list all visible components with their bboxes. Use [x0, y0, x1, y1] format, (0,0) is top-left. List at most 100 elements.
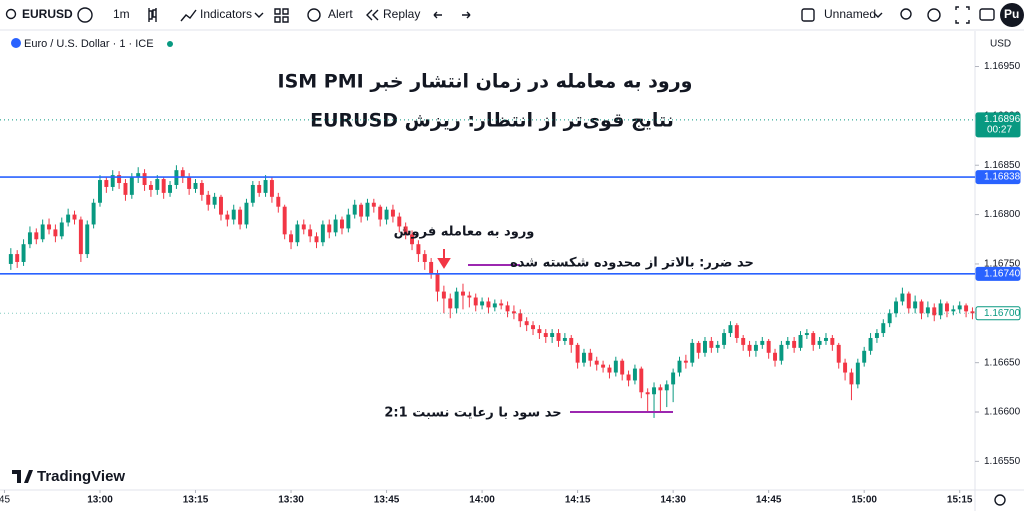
checkbox[interactable] [801, 8, 815, 22]
candle-body [671, 372, 676, 385]
currency: USD [990, 39, 1011, 50]
candle-body [123, 183, 128, 195]
x-tick-label: 13:30 [278, 495, 304, 506]
quick-search[interactable] [900, 8, 912, 20]
candle-body [231, 209, 236, 220]
chart-type[interactable] [148, 8, 157, 22]
alert-icon[interactable] [307, 8, 321, 22]
price-label: 1.16740 [984, 268, 1021, 279]
candle-body [804, 333, 809, 336]
candle-body [792, 340, 797, 348]
x-tick-label: 14:00 [469, 495, 495, 506]
candle-body [562, 337, 567, 341]
candle-body [683, 360, 688, 363]
candle-body [690, 342, 695, 363]
candle-body [21, 244, 26, 262]
candle-body [582, 352, 586, 363]
candle-body [59, 222, 64, 237]
candle-body [27, 232, 32, 245]
redo[interactable] [462, 11, 471, 19]
candle-body [390, 209, 395, 217]
y-tick-label: 1.16650 [984, 357, 1021, 368]
indicators[interactable]: Indicators [200, 7, 252, 21]
entry-arrow [437, 249, 451, 269]
candle-body [925, 307, 930, 314]
symbol[interactable]: EURUSD [22, 7, 73, 21]
candle-body [352, 204, 357, 215]
candle-body [98, 180, 102, 203]
candle-body [970, 311, 975, 314]
price-label: 1.16838 [984, 172, 1021, 183]
candle-body [779, 344, 784, 361]
candle-body [308, 229, 313, 237]
candle-body [34, 232, 39, 240]
candle-body [244, 202, 249, 225]
candle-body [505, 305, 510, 312]
subtitle: نتایج قوی‌تر از انتظار: ریزش EURUSD [310, 110, 674, 132]
x-tick-label: 45 [0, 495, 10, 506]
search-icon[interactable] [5, 8, 17, 20]
candle-body [117, 175, 122, 184]
candle-body [161, 179, 166, 193]
candle-body [8, 254, 13, 264]
candle-body [817, 340, 822, 345]
candle-body [703, 340, 707, 353]
candle-body [664, 384, 669, 391]
candle-body [957, 305, 962, 310]
layouts[interactable] [274, 8, 289, 23]
candle-body [677, 360, 682, 373]
candle-body [448, 298, 453, 309]
candle-body [168, 184, 173, 193]
candle-body [15, 254, 20, 262]
candle-body [773, 352, 778, 361]
user-avatar[interactable] [1000, 3, 1024, 27]
candle-body [747, 344, 752, 351]
alert[interactable]: Alert [328, 7, 353, 21]
take-profit-note: حد سود با رعایت نسبت 2:1 [384, 406, 561, 421]
candle-body [371, 202, 376, 207]
candle-body [658, 387, 663, 391]
indicators-icon[interactable] [180, 9, 197, 22]
candle-body [333, 219, 338, 233]
x-tick-label: 15:15 [947, 495, 973, 506]
candle-body [365, 202, 370, 217]
layout-name[interactable]: Unnamed [824, 7, 876, 21]
interval[interactable]: 1m [113, 7, 130, 21]
x-tick-label: 15:00 [851, 495, 877, 506]
symbol-flag [11, 38, 21, 48]
candle-body [276, 196, 281, 207]
candle-body [626, 374, 631, 381]
candle-body [639, 368, 644, 393]
candle-body [136, 173, 141, 178]
price-label-box [975, 266, 1021, 281]
replay[interactable]: Replay [383, 7, 420, 21]
candle-body [47, 224, 52, 230]
user[interactable]: Pu [1004, 7, 1019, 21]
legend: Euro / U.S. Dollar · 1 · ICE [24, 38, 154, 50]
snapshot[interactable] [979, 8, 995, 21]
candle-body [728, 325, 733, 334]
candle-body [142, 173, 147, 185]
replay-icon[interactable] [366, 9, 379, 21]
axis-settings[interactable] [994, 494, 1006, 506]
candle-body [613, 360, 618, 373]
candle-body [384, 209, 389, 220]
candle-body [225, 214, 230, 220]
add-symbol[interactable] [77, 7, 93, 23]
title: ورود به معامله در زمان انتشار خبر ISM PM… [278, 71, 693, 93]
candle-body [868, 337, 873, 351]
dropdown[interactable] [873, 12, 883, 18]
entry-note: ورود به معامله فروش [394, 225, 535, 240]
fullscreen[interactable] [955, 6, 970, 24]
undo[interactable] [433, 11, 442, 19]
y-tick-label: 1.16850 [984, 160, 1021, 171]
candle-body [257, 184, 262, 193]
x-tick-label: 14:15 [565, 495, 591, 506]
candle-body [722, 333, 727, 345]
candle-body [269, 180, 274, 197]
candle-body [282, 206, 287, 235]
settings[interactable] [927, 8, 941, 22]
candle-body [454, 291, 459, 309]
dropdown[interactable] [254, 12, 264, 18]
